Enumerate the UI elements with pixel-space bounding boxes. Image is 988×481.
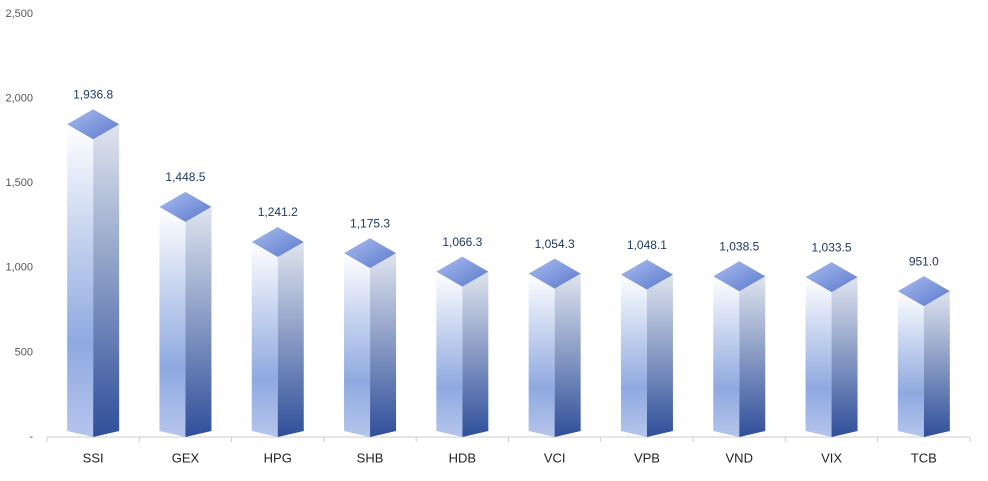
value-label: 1,038.5 [719,239,759,253]
bar [436,256,489,437]
bar [159,191,212,437]
bar-right-face [646,274,673,437]
x-tick-label: VIX [821,450,842,465]
bar-right-face [93,124,120,437]
bar-top [344,238,397,269]
bar-right-face [554,273,581,437]
bar-left-face [897,291,924,437]
x-tick-label: HPG [264,450,292,465]
bar-left-face [251,241,278,437]
bar [344,238,397,437]
y-tick-label: - [29,431,33,443]
value-label: 1,241.2 [258,205,298,219]
bar-right-face [370,253,397,437]
value-label: 1,054.3 [535,237,575,251]
bar [67,109,120,437]
x-tick-label: HDB [449,450,476,465]
y-tick-label: 2,500 [5,8,33,20]
bar-top [620,259,673,290]
bar-top [805,262,858,293]
bar-left-face [67,124,94,437]
bar [251,226,304,437]
value-label: 1,048.1 [627,238,667,252]
x-tick-label: SHB [357,450,384,465]
value-label: 1,448.5 [165,170,205,184]
value-label: 1,936.8 [73,87,113,101]
bar-right-face [739,276,766,437]
bar-left-face [805,277,832,437]
x-tick-label: VPB [634,450,660,465]
bar [897,276,950,437]
x-tick-label: VCI [544,450,566,465]
bar-left-face [528,273,555,437]
bar-left-face [713,276,740,437]
bar-top [251,226,304,257]
bar-top [436,256,489,287]
x-tick-label: SSI [83,450,104,465]
bar-right-face [831,277,858,437]
y-tick-label: 1,000 [5,262,33,274]
bar-left-face [436,271,463,437]
x-tick-label: VND [726,450,753,465]
value-label: 1,033.5 [812,240,852,254]
bar-right-face [462,271,489,437]
bar-top [897,276,950,307]
value-label: 1,175.3 [350,216,390,230]
y-tick-label: 2,000 [5,93,33,105]
bar-right-face [185,206,212,437]
bar-right-face [277,241,304,437]
y-tick-label: 1,500 [5,177,33,189]
bar-left-face [344,253,371,437]
x-tick-label: GEX [172,450,200,465]
bar [620,259,673,437]
bar-top [528,258,581,289]
bar [805,262,858,437]
x-tick-label: TCB [911,450,937,465]
bar-left-face [159,206,186,437]
value-label: 1,066.3 [442,235,482,249]
bar-top [67,109,120,140]
bar [528,258,581,437]
value-label: 951.0 [909,254,939,268]
bar-left-face [620,274,647,437]
bar-right-face [923,291,950,437]
bar-top [159,191,212,222]
bar [713,261,766,437]
y-tick-label: 500 [15,346,33,358]
bar-top [713,261,766,292]
